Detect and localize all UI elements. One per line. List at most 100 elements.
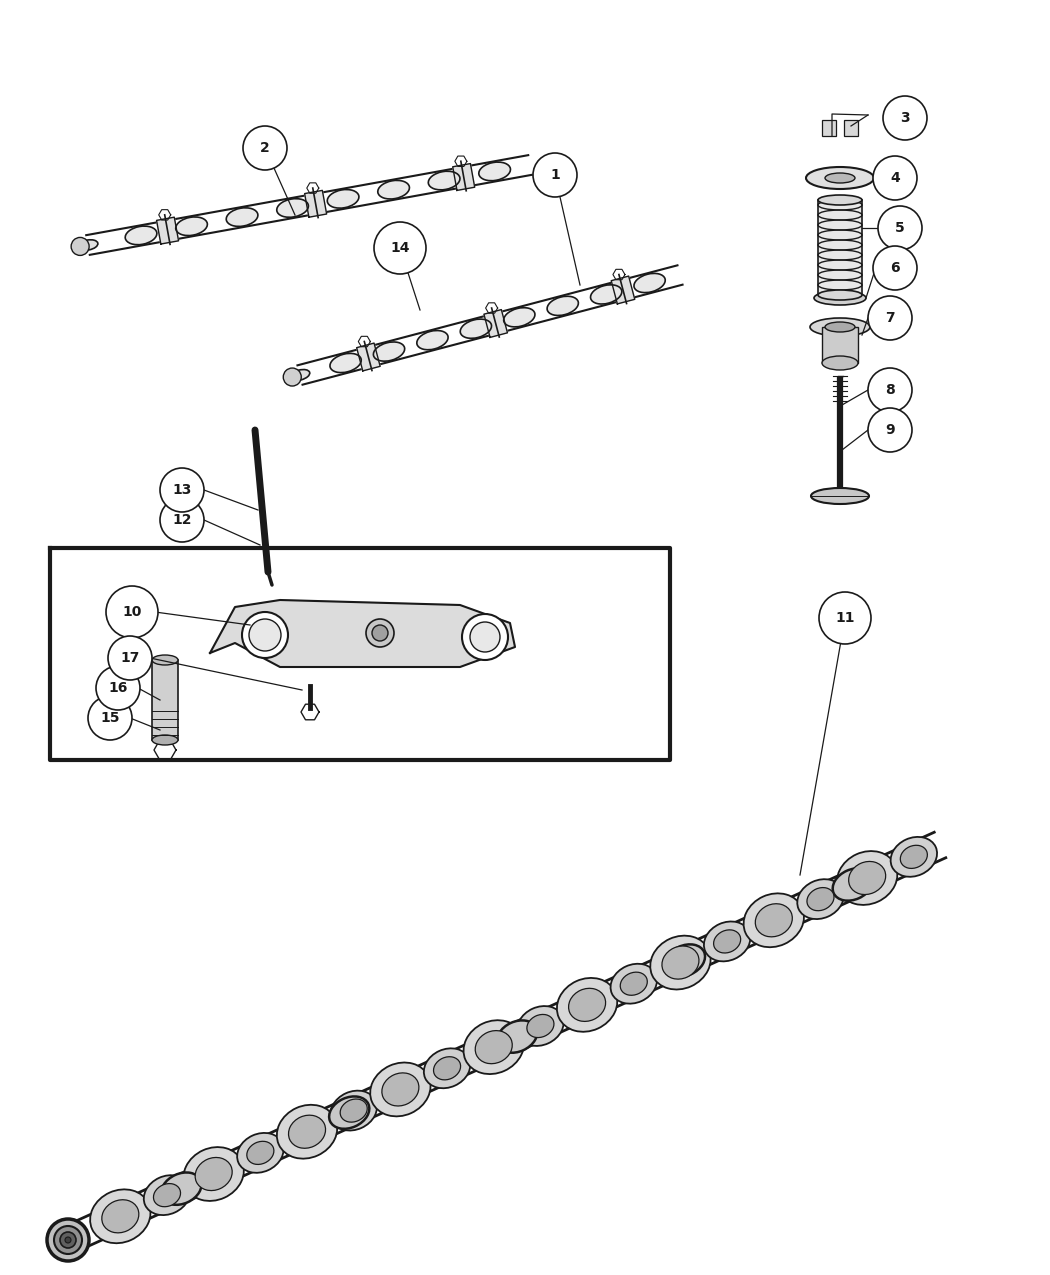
Ellipse shape [226,208,258,227]
FancyBboxPatch shape [822,326,858,363]
Ellipse shape [462,615,508,660]
Circle shape [96,666,140,710]
Circle shape [108,636,152,680]
Ellipse shape [497,1020,538,1053]
Circle shape [374,222,426,274]
Circle shape [819,592,871,644]
Polygon shape [210,601,514,667]
Ellipse shape [102,1200,139,1233]
Ellipse shape [329,1096,370,1128]
Ellipse shape [547,296,579,315]
Ellipse shape [330,353,361,372]
Ellipse shape [144,1176,190,1215]
Ellipse shape [372,625,388,641]
Ellipse shape [806,167,874,189]
Text: 7: 7 [885,311,895,325]
Ellipse shape [90,1190,150,1243]
Ellipse shape [331,1090,377,1131]
Text: 15: 15 [100,711,120,725]
Text: 17: 17 [121,652,140,666]
Ellipse shape [743,894,804,947]
Text: 10: 10 [122,606,142,618]
Ellipse shape [371,1062,430,1117]
FancyBboxPatch shape [152,660,179,740]
Ellipse shape [378,180,410,199]
Ellipse shape [900,845,927,868]
Ellipse shape [797,880,844,919]
Circle shape [243,126,287,170]
Ellipse shape [328,190,359,208]
Ellipse shape [195,1158,232,1191]
Ellipse shape [60,1232,76,1248]
Circle shape [868,408,912,453]
Ellipse shape [47,1219,89,1261]
Ellipse shape [152,655,179,666]
Ellipse shape [175,217,208,236]
Text: 4: 4 [890,171,900,185]
Text: 1: 1 [550,168,560,182]
Text: 12: 12 [172,513,192,527]
Ellipse shape [424,1048,470,1089]
Ellipse shape [814,291,866,305]
Ellipse shape [152,734,179,745]
Ellipse shape [479,162,510,181]
Ellipse shape [810,317,870,337]
Ellipse shape [621,972,647,996]
Ellipse shape [837,852,898,905]
Ellipse shape [825,323,855,332]
Ellipse shape [714,929,740,952]
Ellipse shape [374,342,404,361]
Ellipse shape [284,368,301,386]
Text: 2: 2 [260,142,270,156]
Ellipse shape [634,273,666,292]
Ellipse shape [818,195,862,205]
Polygon shape [156,217,178,244]
Ellipse shape [54,1227,82,1255]
Ellipse shape [277,1105,337,1159]
Ellipse shape [382,1072,419,1105]
FancyBboxPatch shape [844,120,858,136]
Ellipse shape [825,173,855,184]
Text: 16: 16 [108,681,128,695]
Ellipse shape [610,964,657,1003]
Text: 11: 11 [835,611,855,625]
Ellipse shape [818,289,862,300]
Polygon shape [453,163,475,190]
Ellipse shape [665,945,705,977]
Circle shape [878,207,922,250]
Ellipse shape [366,618,394,646]
Ellipse shape [590,284,622,303]
Circle shape [160,499,204,542]
Ellipse shape [704,922,751,961]
Ellipse shape [428,171,460,190]
Ellipse shape [518,1006,564,1046]
Ellipse shape [162,1173,202,1205]
Ellipse shape [470,622,500,652]
Ellipse shape [811,488,869,504]
Ellipse shape [568,988,606,1021]
Circle shape [868,296,912,340]
Ellipse shape [290,370,310,380]
Ellipse shape [504,307,534,326]
Ellipse shape [277,199,309,217]
Polygon shape [611,277,635,303]
Circle shape [868,368,912,412]
Ellipse shape [650,936,711,989]
Text: 13: 13 [172,483,192,497]
FancyBboxPatch shape [822,120,836,136]
Circle shape [533,153,578,198]
Ellipse shape [890,836,937,877]
Ellipse shape [662,946,699,979]
Ellipse shape [71,237,89,255]
Circle shape [106,586,158,638]
Polygon shape [484,310,507,338]
Ellipse shape [242,612,288,658]
Ellipse shape [755,904,793,937]
Ellipse shape [247,1141,274,1164]
Ellipse shape [125,226,156,245]
Circle shape [88,696,132,740]
Ellipse shape [289,1116,326,1149]
Ellipse shape [340,1099,367,1122]
Ellipse shape [249,618,281,652]
Ellipse shape [153,1183,181,1206]
